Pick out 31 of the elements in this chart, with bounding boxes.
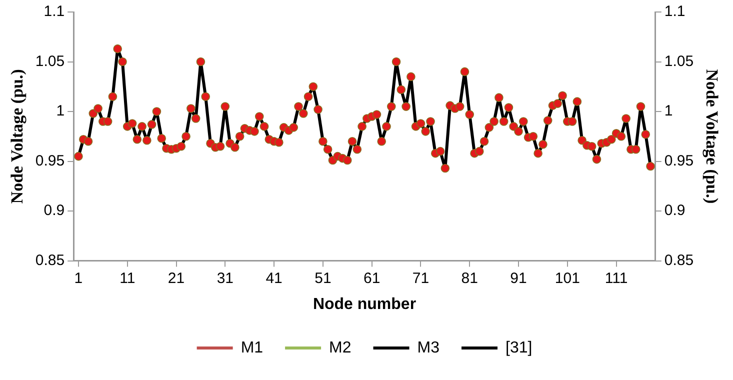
y-tick-label: 0.85 [35, 252, 65, 269]
y2-tick-label: 0.9 [664, 202, 686, 220]
x-tick-label: 21 [168, 270, 185, 287]
y-tick-label: 0.9 [44, 202, 65, 220]
y2-tick-label: 1.1 [664, 3, 686, 20]
x-tick-label: 91 [510, 270, 527, 287]
legend-label: M3 [417, 339, 440, 356]
y-tick-label: 0.95 [35, 152, 65, 170]
y2-axis-title: Node Voltage (pu.) [702, 69, 722, 204]
y-tick-label: 1.1 [44, 3, 65, 20]
x-axis-title: Node number [312, 296, 416, 313]
x-tick-label: 51 [314, 270, 332, 287]
legend-label: [31] [505, 339, 532, 356]
y-axis-title: Node Voltage (pu.) [8, 69, 27, 204]
x-tick-label: 61 [363, 270, 380, 287]
x-tick-label: 111 [604, 270, 628, 287]
x-tick-label: 81 [461, 270, 478, 287]
y2-tick-label: 1.05 [664, 52, 694, 70]
legend-label: M2 [329, 339, 352, 356]
x-tick-label: 31 [216, 270, 234, 287]
legend-label: M1 [240, 339, 264, 356]
x-tick-label: 41 [266, 270, 282, 287]
y2-tick-label: 0.85 [664, 252, 694, 269]
x-tick-label: 101 [554, 270, 580, 287]
y2-tick-label: 1 [664, 102, 673, 120]
x-tick-label: 11 [120, 270, 136, 287]
x-tick-label: 71 [412, 270, 430, 287]
x-tick-label: 1 [74, 270, 83, 287]
y2-tick-label: 0.95 [664, 152, 694, 170]
y-tick-label: 1.05 [35, 52, 65, 70]
y-tick-label: 1 [56, 102, 65, 120]
